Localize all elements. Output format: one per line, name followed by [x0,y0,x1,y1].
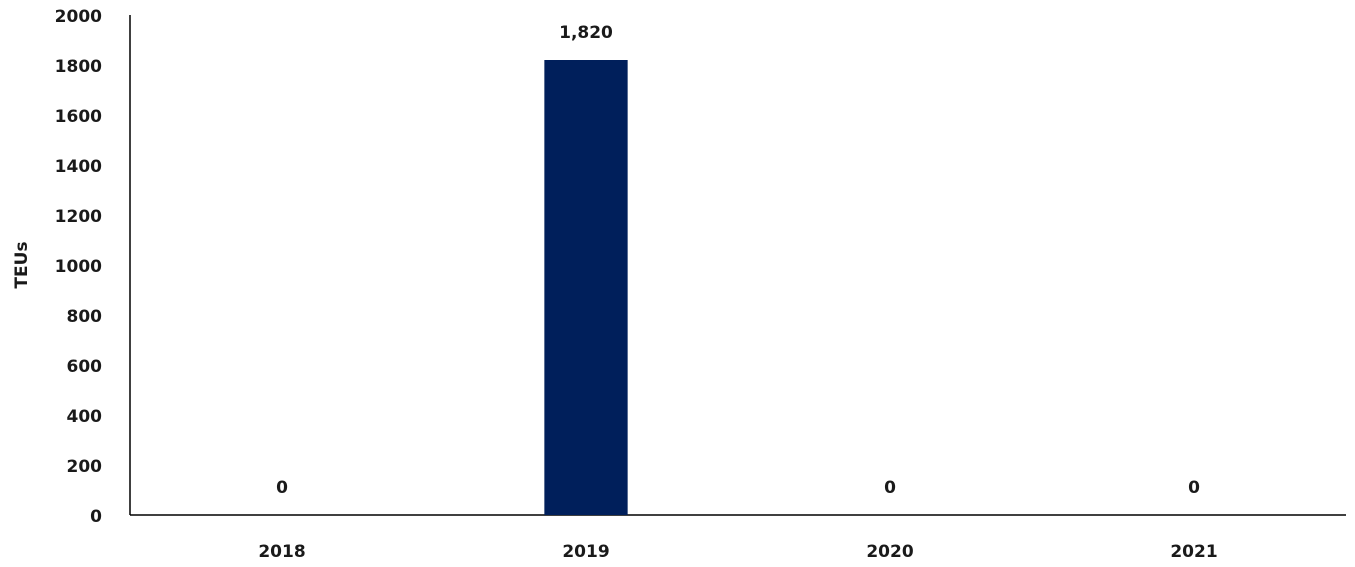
y-tick-label: 1400 [55,157,102,177]
y-tick-label: 1000 [55,257,102,277]
y-tick-label: 200 [67,457,103,477]
x-tick-label: 2020 [866,542,913,562]
y-tick-label: 1200 [55,207,102,227]
bar [544,60,628,515]
x-tick-label: 2021 [1170,542,1217,562]
x-tick-label: 2018 [258,542,305,562]
value-label: 0 [1188,478,1200,498]
value-label: 0 [276,478,288,498]
y-tick-label: 400 [67,407,103,427]
y-tick-label: 800 [67,307,103,327]
value-label: 0 [884,478,896,498]
y-tick-label: 600 [67,357,103,377]
value-label: 1,820 [559,23,613,43]
y-axis-title: TEUs [12,241,32,288]
x-tick-label: 2019 [562,542,609,562]
y-tick-label: 2000 [55,7,102,27]
y-tick-label: 1800 [55,57,102,77]
y-tick-label: 0 [90,507,102,527]
y-tick-label: 1600 [55,107,102,127]
